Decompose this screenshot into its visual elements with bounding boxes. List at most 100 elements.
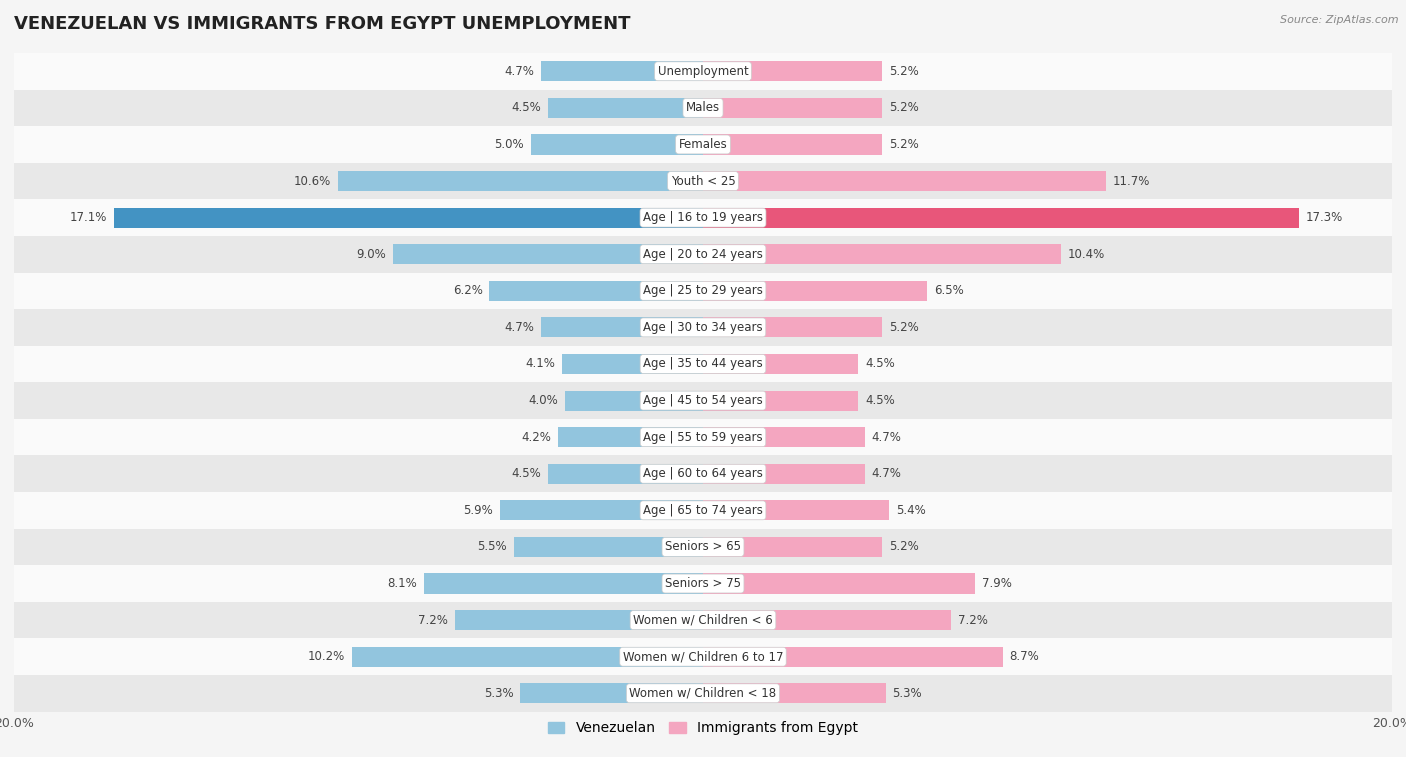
Text: 10.4%: 10.4% <box>1069 248 1105 260</box>
Text: Age | 30 to 34 years: Age | 30 to 34 years <box>643 321 763 334</box>
Text: 5.2%: 5.2% <box>889 540 918 553</box>
Bar <box>520 684 703 703</box>
Text: Youth < 25: Youth < 25 <box>671 175 735 188</box>
Text: 7.2%: 7.2% <box>957 614 988 627</box>
Text: 5.2%: 5.2% <box>889 321 918 334</box>
Bar <box>14 675 1392 712</box>
Bar <box>14 309 1392 346</box>
Bar <box>14 273 1392 309</box>
Text: VENEZUELAN VS IMMIGRANTS FROM EGYPT UNEMPLOYMENT: VENEZUELAN VS IMMIGRANTS FROM EGYPT UNEM… <box>14 15 630 33</box>
Bar <box>337 171 703 191</box>
Text: Age | 65 to 74 years: Age | 65 to 74 years <box>643 504 763 517</box>
Text: 4.5%: 4.5% <box>512 467 541 480</box>
Bar <box>703 464 865 484</box>
Bar <box>14 126 1392 163</box>
Bar <box>14 638 1392 675</box>
Text: Women w/ Children < 6: Women w/ Children < 6 <box>633 614 773 627</box>
Bar <box>558 427 703 447</box>
Text: 7.2%: 7.2% <box>418 614 449 627</box>
Bar <box>541 61 703 81</box>
Text: 5.0%: 5.0% <box>495 138 524 151</box>
Bar <box>565 391 703 410</box>
Bar <box>14 382 1392 419</box>
Text: Age | 16 to 19 years: Age | 16 to 19 years <box>643 211 763 224</box>
Text: 8.7%: 8.7% <box>1010 650 1039 663</box>
Bar <box>14 53 1392 89</box>
Text: 4.7%: 4.7% <box>872 431 901 444</box>
Text: 5.3%: 5.3% <box>893 687 922 699</box>
Text: 5.9%: 5.9% <box>463 504 494 517</box>
Text: 4.0%: 4.0% <box>529 394 558 407</box>
Text: Unemployment: Unemployment <box>658 65 748 78</box>
Legend: Venezuelan, Immigrants from Egypt: Venezuelan, Immigrants from Egypt <box>543 716 863 741</box>
Bar <box>114 207 703 228</box>
Bar <box>703 610 950 630</box>
Bar <box>14 456 1392 492</box>
Text: Seniors > 65: Seniors > 65 <box>665 540 741 553</box>
Bar <box>425 574 703 593</box>
Text: 5.2%: 5.2% <box>889 101 918 114</box>
Text: 4.7%: 4.7% <box>505 321 534 334</box>
Bar <box>703 537 882 557</box>
Bar <box>489 281 703 301</box>
Text: Age | 60 to 64 years: Age | 60 to 64 years <box>643 467 763 480</box>
Text: 4.5%: 4.5% <box>512 101 541 114</box>
Bar <box>703 281 927 301</box>
Text: 10.6%: 10.6% <box>294 175 330 188</box>
Text: 4.5%: 4.5% <box>865 357 894 370</box>
Bar <box>548 464 703 484</box>
Text: 8.1%: 8.1% <box>387 577 418 590</box>
Text: 7.9%: 7.9% <box>981 577 1012 590</box>
Bar <box>14 419 1392 456</box>
Bar <box>352 646 703 667</box>
Text: 6.2%: 6.2% <box>453 285 482 298</box>
Bar <box>541 317 703 338</box>
Bar <box>703 684 886 703</box>
Text: Age | 55 to 59 years: Age | 55 to 59 years <box>643 431 763 444</box>
Bar <box>14 163 1392 199</box>
Text: Age | 20 to 24 years: Age | 20 to 24 years <box>643 248 763 260</box>
Text: 17.3%: 17.3% <box>1306 211 1343 224</box>
Bar <box>14 89 1392 126</box>
Bar <box>14 565 1392 602</box>
Text: 5.3%: 5.3% <box>484 687 513 699</box>
Text: Women w/ Children < 18: Women w/ Children < 18 <box>630 687 776 699</box>
Text: 4.1%: 4.1% <box>524 357 555 370</box>
Text: 5.5%: 5.5% <box>477 540 506 553</box>
Bar <box>703 135 882 154</box>
Bar <box>14 528 1392 565</box>
Text: Males: Males <box>686 101 720 114</box>
Text: 10.2%: 10.2% <box>308 650 344 663</box>
Text: 5.4%: 5.4% <box>896 504 925 517</box>
Bar <box>703 574 976 593</box>
Bar <box>703 500 889 520</box>
Bar <box>14 236 1392 273</box>
Bar <box>392 245 703 264</box>
Text: 6.5%: 6.5% <box>934 285 963 298</box>
Text: 4.7%: 4.7% <box>872 467 901 480</box>
Text: 9.0%: 9.0% <box>356 248 387 260</box>
Text: Source: ZipAtlas.com: Source: ZipAtlas.com <box>1281 15 1399 25</box>
Bar <box>499 500 703 520</box>
Bar <box>456 610 703 630</box>
Text: 11.7%: 11.7% <box>1114 175 1150 188</box>
Bar <box>531 135 703 154</box>
Text: 5.2%: 5.2% <box>889 138 918 151</box>
Bar <box>703 317 882 338</box>
Bar <box>14 602 1392 638</box>
Bar <box>703 245 1062 264</box>
Bar <box>14 346 1392 382</box>
Bar <box>703 207 1299 228</box>
Bar <box>513 537 703 557</box>
Text: Seniors > 75: Seniors > 75 <box>665 577 741 590</box>
Text: 17.1%: 17.1% <box>70 211 107 224</box>
Text: Age | 35 to 44 years: Age | 35 to 44 years <box>643 357 763 370</box>
Text: 5.2%: 5.2% <box>889 65 918 78</box>
Bar <box>14 199 1392 236</box>
Text: Females: Females <box>679 138 727 151</box>
Bar <box>703 427 865 447</box>
Bar <box>703 646 1002 667</box>
Bar <box>703 391 858 410</box>
Bar <box>14 492 1392 528</box>
Text: 4.2%: 4.2% <box>522 431 551 444</box>
